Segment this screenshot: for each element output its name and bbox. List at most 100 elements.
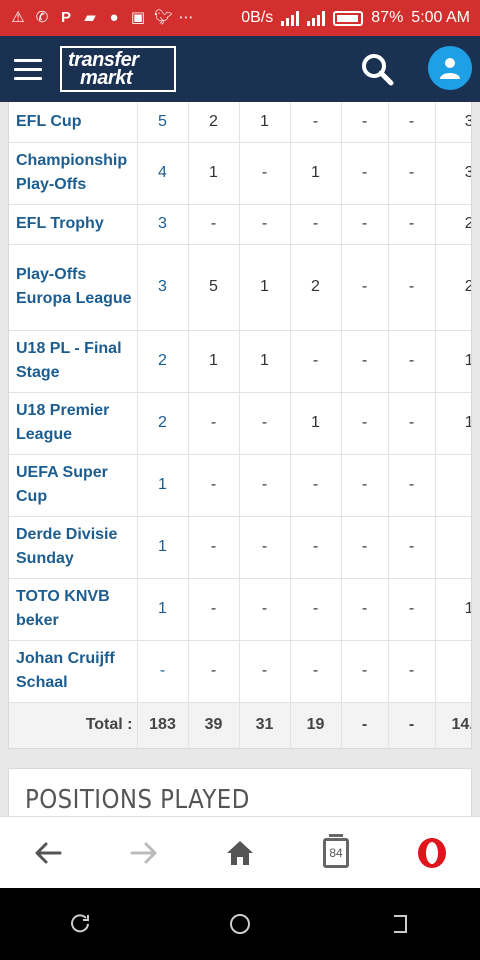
stat-cell: 1 <box>290 392 342 455</box>
total-stat: 31 <box>239 702 291 748</box>
back-button[interactable] <box>24 829 72 877</box>
stat-cell: - <box>341 142 389 205</box>
table-row: Johan Cruijff Schaal - - - - - - <box>9 640 471 703</box>
signal-icon <box>281 10 300 26</box>
stat-cell: - <box>239 454 291 517</box>
minutes-cell: 90 <box>435 516 471 579</box>
image-icon: ▣ <box>130 9 146 26</box>
more-icon: ⋯ <box>178 9 194 26</box>
user-silhouette-icon <box>440 58 460 79</box>
competition-link[interactable]: Championship Play-Offs <box>9 142 138 205</box>
home-icon <box>227 840 253 865</box>
competition-link[interactable]: EFL Cup <box>9 102 138 143</box>
recent-apps-icon[interactable] <box>68 912 92 936</box>
stat-cell: 2 <box>290 244 342 331</box>
stat-cell: 1 <box>239 330 291 393</box>
stat-cell: - <box>341 244 389 331</box>
user-icon[interactable] <box>428 46 472 90</box>
tabs-icon: 84 <box>323 833 349 868</box>
positions-card: POSITIONS PLAYED <box>8 768 472 816</box>
competition-link[interactable]: Play-Offs Europa League <box>9 244 138 331</box>
stat-cell: - <box>290 640 342 703</box>
stat-cell: - <box>239 392 291 455</box>
chat-icon: ● <box>109 9 119 26</box>
competition-link[interactable]: TOTO KNVB beker <box>9 578 138 641</box>
stat-cell: - <box>341 330 389 393</box>
competition-link[interactable]: EFL Trophy <box>9 204 138 245</box>
stat-cell: 2 <box>188 102 240 143</box>
section-title: POSITIONS PLAYED <box>25 785 250 815</box>
warning-icon: ⚠ <box>11 9 25 26</box>
arrow-right-icon <box>130 842 157 863</box>
stat-cell: 1 <box>290 142 342 205</box>
appearances-cell[interactable]: 2 <box>137 330 189 393</box>
menu-icon[interactable] <box>14 58 42 80</box>
home-button[interactable] <box>216 829 264 877</box>
stat-cell: - <box>290 454 342 517</box>
tabs-button[interactable]: 84 <box>312 829 360 877</box>
status-bar: ⚠ ✆ P ▰ ● ▣ 🐦︎ ⋯ 0B/s 87% 5:00 AM <box>0 0 480 36</box>
stat-cell: - <box>388 454 436 517</box>
appearances-cell[interactable]: 5 <box>137 102 189 143</box>
back-icon[interactable] <box>388 912 412 936</box>
opera-logo-icon <box>418 837 446 868</box>
stat-cell: - <box>188 578 240 641</box>
stat-cell: - <box>188 454 240 517</box>
search-icon[interactable] <box>360 52 394 86</box>
opera-menu-button[interactable] <box>408 829 456 877</box>
minutes-cell: 264 <box>435 204 471 245</box>
stat-cell: - <box>388 244 436 331</box>
stat-cell: - <box>290 516 342 579</box>
browser-toolbar: 84 <box>0 816 480 888</box>
competition-link[interactable]: Derde Divisie Sunday <box>9 516 138 579</box>
minutes-cell: 180 <box>435 330 471 393</box>
home-circle-icon[interactable] <box>228 912 252 936</box>
appearances-cell[interactable]: 3 <box>137 244 189 331</box>
competition-link[interactable]: UEFA Super Cup <box>9 454 138 517</box>
appearances-cell[interactable]: 3 <box>137 204 189 245</box>
total-stat: 39 <box>188 702 240 748</box>
minutes-cell <box>435 640 471 703</box>
minutes-cell: 120 <box>435 578 471 641</box>
forward-button[interactable] <box>120 829 168 877</box>
stat-cell: - <box>341 516 389 579</box>
minutes-cell: 46 <box>435 454 471 517</box>
competition-link[interactable]: U18 PL - Final Stage <box>9 330 138 393</box>
stat-cell: - <box>239 578 291 641</box>
appearances-cell[interactable]: 1 <box>137 454 189 517</box>
stat-cell: - <box>341 204 389 245</box>
appearances-cell[interactable]: 2 <box>137 392 189 455</box>
stat-cell: - <box>239 142 291 205</box>
stat-cell: 1 <box>188 330 240 393</box>
stat-cell: - <box>188 392 240 455</box>
total-stat: - <box>341 702 389 748</box>
stat-cell: - <box>388 142 436 205</box>
logo[interactable]: transfer markt <box>60 46 176 92</box>
stat-cell: - <box>188 204 240 245</box>
stat-cell: - <box>290 578 342 641</box>
appearances-cell[interactable]: 4 <box>137 142 189 205</box>
stat-cell: - <box>341 578 389 641</box>
stat-cell: - <box>388 516 436 579</box>
competition-link[interactable]: U18 Premier League <box>9 392 138 455</box>
stat-cell: - <box>239 640 291 703</box>
appearances-cell[interactable]: 1 <box>137 516 189 579</box>
stat-cell: - <box>341 640 389 703</box>
appearances-cell[interactable]: 1 <box>137 578 189 641</box>
whatsapp-icon: ✆ <box>35 9 49 26</box>
total-stat: - <box>388 702 436 748</box>
network-speed: 0B/s <box>241 9 274 26</box>
appearances-cell[interactable]: - <box>137 640 189 703</box>
competition-link[interactable]: Johan Cruijff Schaal <box>9 640 138 703</box>
